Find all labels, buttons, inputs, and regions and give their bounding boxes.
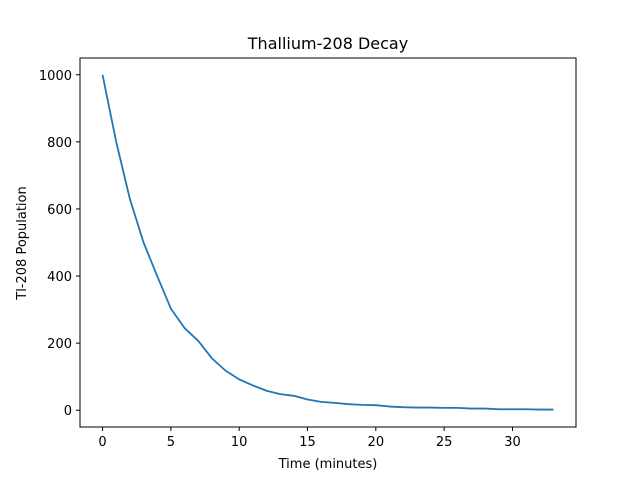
y-tick-label: 600 — [47, 203, 72, 218]
y-tick-label: 1000 — [39, 69, 72, 84]
series-line — [101, 74, 554, 411]
y-tick-label: 400 — [47, 270, 72, 285]
y-tick-label: 0 — [64, 404, 72, 419]
x-tick-label: 5 — [167, 435, 175, 450]
x-tick-label: 20 — [368, 435, 385, 450]
y-tick-label: 800 — [47, 136, 72, 151]
chart-title: Thallium-208 Decay — [247, 34, 408, 53]
x-axis: 0 5 10 15 20 25 30 — [98, 427, 521, 450]
y-axis-label: Tl-208 Population — [15, 186, 30, 301]
x-tick-label: 10 — [231, 435, 248, 450]
y-tick-label: 200 — [47, 337, 72, 352]
plot-area — [101, 74, 554, 411]
plot-frame — [79, 57, 577, 428]
x-axis-label: Time (minutes) — [278, 457, 378, 472]
y-axis: 0 200 400 600 800 1000 — [39, 69, 80, 419]
x-tick-label: 25 — [436, 435, 453, 450]
x-tick-label: 15 — [299, 435, 316, 450]
x-tick-label: 30 — [504, 435, 521, 450]
x-tick-label: 0 — [98, 435, 106, 450]
